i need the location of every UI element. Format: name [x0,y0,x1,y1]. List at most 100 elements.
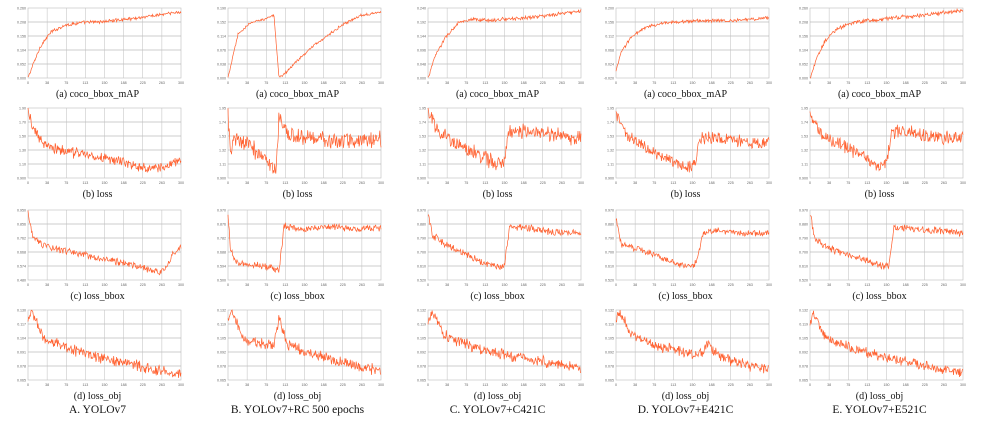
x-tick-label: 113 [865,81,871,85]
x-tick-label: 38 [45,181,49,185]
y-tick-label: 0.068 [605,49,614,53]
subfigure-caption: (c) loss_bbox [658,291,713,302]
subfigure-caption: (d) loss_obj [855,391,904,402]
x-tick-label: 38 [827,383,831,387]
x-tick-label: 113 [283,283,289,287]
chart-panel: 0.520 0.610 0.700 0.790 0.880 0.970 0 38 75 113 15… [598,206,773,304]
x-tick-label: 0 [427,181,429,185]
y-tick-label: 1.32 [419,149,426,153]
x-tick-label: 75 [264,81,268,85]
line-chart: 0.520 0.610 0.700 0.790 0.880 0.970 0 38 75 113 15… [410,206,585,290]
x-tick-label: 113 [483,81,489,85]
x-tick-label: 300 [578,283,584,287]
y-tick-label: 0.065 [17,379,26,383]
column-label: B. YOLOv7+RC 500 epochs [230,404,365,416]
x-tick-label: 263 [159,181,165,185]
y-tick-label: 0.156 [799,35,808,39]
y-tick-label: 0.152 [217,21,226,25]
x-tick-label: 263 [559,181,565,185]
y-tick-label: 0.144 [417,35,426,39]
y-tick-label: 0.208 [799,21,808,25]
y-tick-label: 0.052 [17,63,26,67]
chart-panel: 0.900 1.10 1.30 1.50 1.70 1.90 0 38 75 113 150 188 2… [10,104,185,202]
line-chart: 0.500 0.594 0.688 0.782 0.876 0.970 0 38 75 113 15… [210,206,385,290]
subfigure-caption: (b) loss [670,189,701,200]
x-tick-label: 75 [846,283,850,287]
y-tick-label: 0.091 [17,351,26,355]
subfigure-caption: (d) loss_obj [661,391,710,402]
y-tick-label: 0.065 [217,379,226,383]
x-tick-label: 263 [359,81,365,85]
y-tick-label: 1.32 [219,149,226,153]
y-tick-label: 0.104 [17,49,26,53]
x-tick-label: 38 [445,383,449,387]
x-tick-label: 300 [378,81,384,85]
series-line [615,217,770,269]
series-line [227,309,382,375]
x-tick-label: 0 [809,383,811,387]
x-tick-label: 225 [540,81,546,85]
chart-panel: 0.500 0.594 0.688 0.782 0.876 0.970 0 38 75 113 15… [210,206,385,304]
x-tick-label: 38 [827,181,831,185]
chart-panel: 0.000 0.038 0.076 0.114 0.152 0.190 0 38 75 113 15… [210,4,385,102]
x-tick-label: 75 [846,81,850,85]
x-tick-label: 225 [140,283,146,287]
x-tick-label: 263 [941,383,947,387]
x-tick-label: 188 [121,81,127,85]
x-tick-label: 38 [633,283,637,287]
x-tick-label: 300 [578,181,584,185]
chart-panel: 0.065 0.078 0.091 0.104 0.117 0.130 0 38 75 113 15… [10,306,185,404]
x-tick-label: 300 [766,383,772,387]
x-tick-label: 113 [283,81,289,85]
y-tick-label: 0.132 [217,309,226,313]
y-tick-label: 0.260 [799,7,808,11]
y-tick-label: 0.700 [605,251,614,255]
x-tick-label: 113 [483,383,489,387]
x-tick-label: 188 [521,383,527,387]
y-tick-label: 1.95 [801,107,808,111]
y-tick-label: 0.000 [417,77,426,81]
series-line [615,15,770,72]
subfigure-caption: (b) loss [82,189,113,200]
subfigure-caption: (d) loss_obj [273,391,322,402]
y-tick-label: 0.790 [417,237,426,241]
y-tick-label: 0.900 [417,177,426,181]
x-tick-label: 0 [227,383,229,387]
x-tick-label: 113 [865,283,871,287]
y-tick-label: 0.480 [17,279,26,283]
x-tick-label: 150 [502,81,508,85]
x-tick-label: 38 [827,283,831,287]
x-tick-label: 38 [45,81,49,85]
series-line [27,210,182,276]
series-line [809,215,964,270]
y-tick-label: 0.900 [217,177,226,181]
x-tick-label: 150 [302,383,308,387]
series-line [615,309,770,374]
x-tick-label: 75 [652,283,656,287]
x-tick-label: 0 [27,81,29,85]
subfigure-caption: (b) loss [282,189,313,200]
y-tick-label: 0.105 [799,337,808,341]
x-tick-label: 75 [846,383,850,387]
y-tick-label: 0.970 [217,209,226,213]
line-chart: 0.480 0.574 0.668 0.762 0.856 0.950 0 38 75 113 15… [10,206,185,290]
subfigure-caption: (d) loss_obj [473,391,522,402]
y-tick-label: 0.610 [799,265,808,269]
column-label: A. YOLOv7 [68,404,127,416]
y-tick-label: 0.520 [605,279,614,283]
x-tick-label: 0 [615,383,617,387]
y-tick-label: 1.53 [801,135,808,139]
x-tick-label: 150 [502,181,508,185]
y-tick-label: 0.132 [799,309,808,313]
line-chart: 0.065 0.078 0.092 0.105 0.119 0.132 0 38 75 113 15… [210,306,385,390]
x-tick-label: 263 [941,181,947,185]
y-tick-label: 0.119 [217,323,226,327]
x-tick-label: 0 [615,81,617,85]
y-tick-label: 0.762 [17,237,26,241]
x-tick-label: 225 [728,81,734,85]
x-tick-label: 300 [378,383,384,387]
x-tick-label: 150 [502,283,508,287]
x-tick-label: 150 [302,81,308,85]
line-chart: 0.065 0.078 0.092 0.105 0.119 0.132 0 38 75 113 15… [598,306,773,390]
